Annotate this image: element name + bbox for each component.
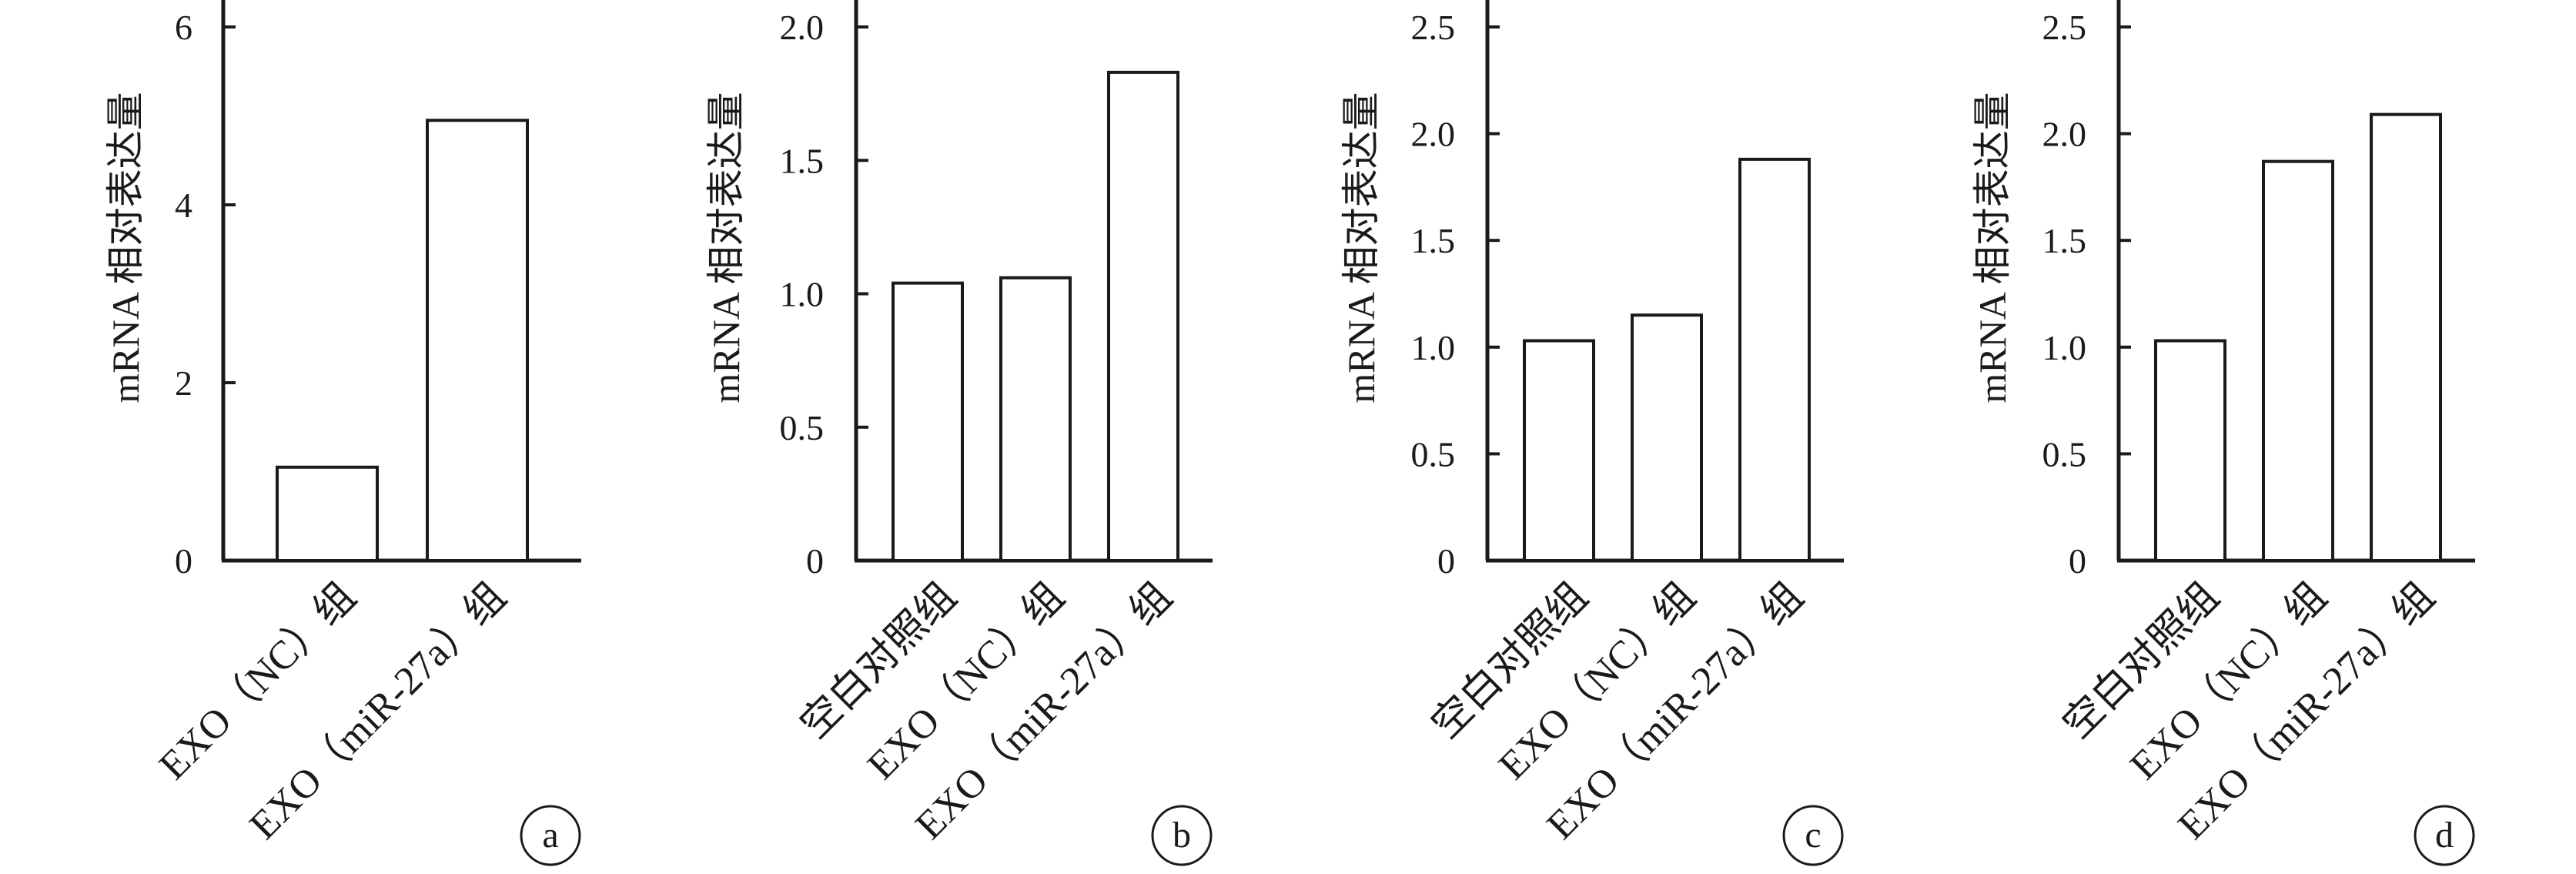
- y-tick-label: 2.0: [780, 8, 825, 47]
- y-tick-label: 1.0: [780, 275, 825, 314]
- bar: [999, 276, 1072, 562]
- panel-letter: c: [1805, 815, 1821, 856]
- y-axis-label: mRNA 相对表达量: [704, 92, 748, 403]
- y-tick-label: 2.0: [2042, 115, 2087, 154]
- y-tick-label: 2.0: [1411, 115, 1456, 154]
- bar: [2154, 339, 2226, 562]
- panel-letter-circle: [2414, 805, 2475, 866]
- panel-letter: b: [1173, 815, 1191, 856]
- bar: [1738, 157, 1811, 562]
- y-axis-label: mRNA 相对表达量: [1971, 92, 2014, 403]
- y-tick-label: 0: [175, 541, 192, 581]
- y-tick-label: 1.5: [2042, 221, 2087, 260]
- x-tick-label: EXO（NC）组: [2122, 574, 2335, 788]
- panel-letter: d: [2435, 815, 2454, 856]
- y-tick-label: 6: [175, 8, 192, 47]
- x-tick-label: EXO（NC）组: [859, 574, 1072, 788]
- y-tick-label: 1.5: [780, 141, 825, 180]
- bar: [892, 281, 964, 562]
- panel-letter-circle: [1782, 805, 1844, 866]
- y-axis-label: mRNA 相对表达量: [104, 92, 147, 403]
- y-tick-label: 0.5: [780, 408, 825, 447]
- y-tick-label: 2: [175, 363, 192, 403]
- panel-letter: a: [542, 815, 558, 856]
- y-tick-label: 0: [806, 541, 824, 581]
- bar: [426, 119, 529, 562]
- y-tick-label: 2.5: [2042, 8, 2087, 47]
- bar: [1107, 70, 1179, 562]
- y-tick-label: 4: [175, 186, 192, 225]
- x-tick-label: EXO（miR-27a）组: [242, 574, 515, 848]
- y-tick-label: 1.5: [1411, 221, 1456, 260]
- panel-letter-circle: [1151, 805, 1213, 866]
- y-tick-label: 0.5: [1411, 434, 1456, 474]
- y-tick-label: 1.0: [2042, 328, 2087, 367]
- y-tick-label: 0: [1437, 541, 1455, 581]
- bar: [2370, 112, 2442, 563]
- bar: [1523, 339, 1595, 562]
- y-tick-label: 0: [2069, 541, 2086, 581]
- y-tick-label: 0.5: [2042, 434, 2087, 474]
- bar: [1631, 313, 1703, 562]
- y-axis-label: mRNA 相对表达量: [1340, 92, 1383, 403]
- bar: [2262, 159, 2334, 563]
- y-tick-label: 1.0: [1411, 328, 1456, 367]
- panel-letter-circle: [520, 805, 581, 866]
- x-tick-label: EXO（NC）组: [1490, 574, 1704, 788]
- y-tick-label: 2.5: [1411, 8, 1456, 47]
- bar: [276, 465, 379, 562]
